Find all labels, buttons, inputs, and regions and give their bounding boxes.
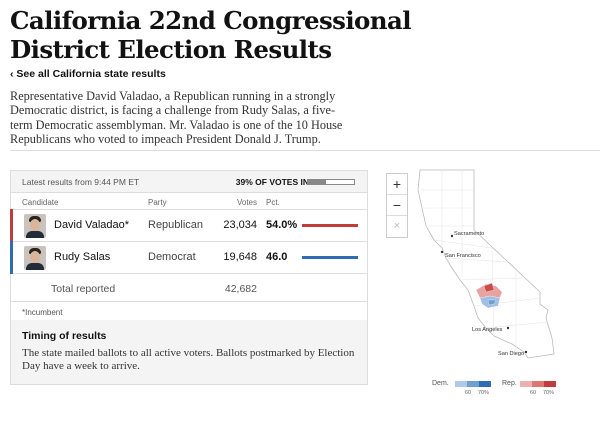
last-updated: Latest results from 9:44 PM ET: [22, 177, 140, 187]
total-votes: 42,682: [224, 283, 257, 295]
page-title: California 22nd Congressional District E…: [10, 6, 412, 64]
incumbent-note: *Incumbent: [11, 302, 367, 322]
legend-tick: 60: [530, 390, 537, 396]
state-results-link[interactable]: ‹ See all California state results: [10, 68, 166, 80]
reporting-progress-bar: [307, 179, 355, 185]
candidate-votes: 19,648: [223, 251, 257, 263]
city-label: Los Angeles: [472, 327, 503, 333]
table-row: David Valadao* Republican 23,034 54.0%: [10, 209, 367, 242]
california-map[interactable]: Sacramento San Francisco Los Angeles San…: [412, 168, 600, 376]
column-votes: Votes: [236, 198, 257, 207]
column-pct: Pct.: [266, 198, 280, 207]
column-party: Party: [148, 198, 167, 207]
vote-share-bar: [302, 256, 358, 259]
vote-share-bar: [302, 224, 358, 227]
candidate-pct: 54.0%: [266, 219, 298, 231]
party-color-edge: [10, 241, 13, 274]
city-label: San Diego: [498, 351, 524, 357]
california-outline: [417, 169, 555, 359]
zoom-out-button[interactable]: −: [387, 195, 407, 216]
results-status-bar: Latest results from 9:44 PM ET 39% OF VO…: [11, 171, 367, 193]
candidate-name: David Valadao*: [54, 219, 130, 231]
map-zoom-controls: + − ×: [386, 173, 408, 238]
table-header: Candidate Party Votes Pct.: [11, 193, 367, 210]
legend-rep-label: Rep.: [502, 380, 517, 387]
intro-paragraph: Representative David Valadao, a Republic…: [10, 89, 343, 147]
divider: [10, 150, 600, 151]
legend-dem-label: Dem.: [432, 380, 449, 387]
total-row: Total reported 42,682: [11, 274, 367, 302]
timing-title: Timing of results: [22, 330, 107, 342]
legend-tick: 70%: [478, 390, 490, 396]
legend-tick: 60: [465, 390, 472, 396]
timing-box: Timing of results The state mailed ballo…: [11, 320, 367, 384]
timing-text: The state mailed ballots to all active v…: [22, 347, 355, 372]
incumbent-note-text: *Incumbent: [22, 308, 63, 317]
dem-swatches: [455, 381, 491, 387]
candidate-votes: 23,034: [223, 219, 257, 231]
candidate-party: Republican: [148, 219, 204, 231]
avatar: [24, 214, 46, 238]
zoom-in-button[interactable]: +: [387, 174, 407, 195]
avatar: [24, 246, 46, 270]
party-color-edge: [10, 209, 13, 242]
column-candidate: Candidate: [22, 198, 59, 207]
total-label: Total reported: [51, 283, 116, 295]
reporting-progress-fill: [308, 180, 326, 184]
candidate-party: Democrat: [148, 251, 196, 263]
table-row: Rudy Salas Democrat 19,648 46.0: [10, 241, 367, 274]
reset-zoom-button[interactable]: ×: [393, 220, 401, 232]
results-table: Latest results from 9:44 PM ET 39% OF VO…: [10, 170, 368, 385]
candidate-pct: 46.0: [266, 251, 288, 263]
legend-tick: 70%: [543, 390, 555, 396]
percent-reporting: 39% OF VOTES IN: [235, 177, 309, 187]
city-label: Sacramento: [454, 231, 484, 237]
candidate-name: Rudy Salas: [54, 251, 111, 263]
city-label: San Francisco: [445, 253, 481, 259]
district-22: [475, 282, 503, 309]
city-dots: [440, 234, 528, 354]
rep-swatches: [520, 381, 556, 387]
